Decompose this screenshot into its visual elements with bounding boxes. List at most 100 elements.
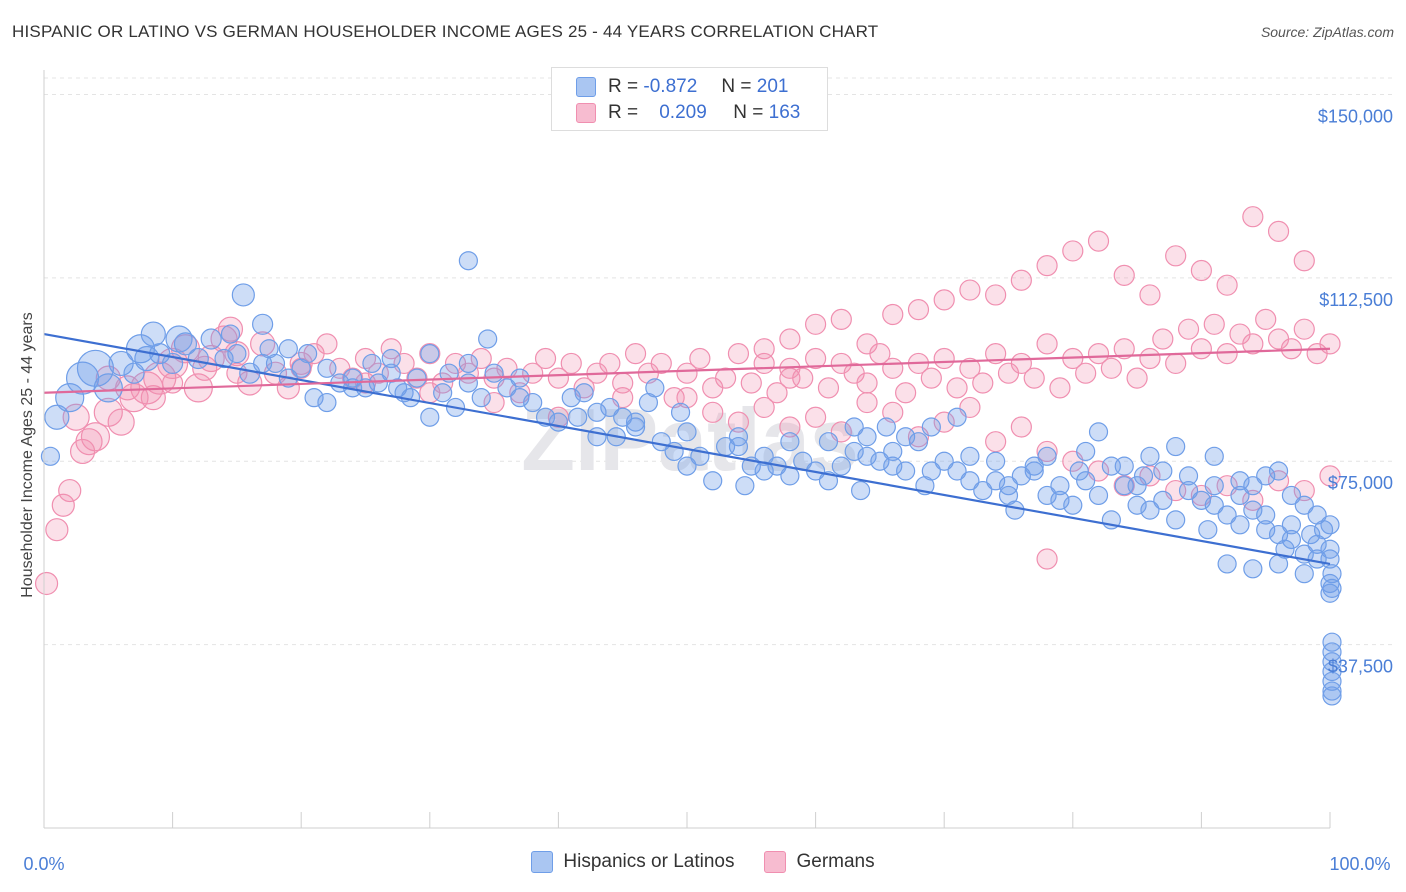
germans-point — [1023, 367, 1045, 389]
chart-title: HISPANIC OR LATINO VS GERMAN HOUSEHOLDER… — [12, 22, 879, 41]
germans-point — [1319, 333, 1341, 355]
germans-point — [804, 406, 827, 428]
tick-labels: $37,500 $75,000 $112,500 $150,000 0.0% 100.0% — [23, 106, 1393, 874]
legend-n-label: N = — [721, 76, 752, 97]
germans-point — [1293, 318, 1315, 340]
hispanics-point — [934, 451, 954, 471]
germans-point — [1139, 284, 1161, 306]
germans-point — [1267, 220, 1290, 242]
hispanics-point — [317, 358, 337, 378]
germans-point — [51, 493, 75, 517]
germans-point — [1075, 362, 1097, 384]
source-label: Source: ZipAtlas.com — [1260, 24, 1394, 40]
hispanics-point — [93, 373, 123, 403]
hispanics-point — [857, 446, 877, 466]
germans-point — [727, 343, 750, 365]
germans-point — [779, 367, 801, 389]
germans-point — [985, 284, 1007, 306]
germans-point — [792, 367, 814, 389]
germans-point — [599, 352, 621, 375]
germans-point — [1010, 269, 1032, 291]
hispanics-point — [960, 471, 980, 491]
hispanics-point — [458, 353, 478, 374]
germans-point — [162, 372, 184, 394]
germans-point — [1216, 274, 1238, 296]
hispanics-point — [1294, 495, 1314, 515]
series-legend: Hispanics or Latinos Germans — [0, 851, 1406, 873]
hispanics-point — [1243, 500, 1263, 520]
germans-point — [753, 396, 775, 419]
hispanics-point — [1101, 456, 1121, 476]
hispanics-point — [1166, 510, 1186, 530]
germans-point — [676, 387, 698, 409]
hispanics-point — [1076, 471, 1096, 491]
hispanics-point — [1268, 461, 1289, 481]
hispanics-point — [278, 339, 298, 359]
hispanics-point — [1320, 539, 1340, 559]
legend-item-germans: Germans — [764, 851, 875, 873]
germans-point — [1087, 230, 1110, 252]
germans-point — [1113, 338, 1135, 360]
germans-point — [727, 411, 750, 433]
germans-point — [856, 372, 878, 394]
germans-point — [985, 431, 1007, 453]
legend-swatch-hispanics — [531, 851, 554, 873]
legend-item-hispanics: Hispanics or Latinos — [531, 851, 734, 873]
hispanics-point — [625, 417, 646, 437]
hispanics-point — [754, 446, 774, 466]
hispanics-point — [780, 432, 800, 452]
hispanics-point — [1320, 583, 1340, 603]
hispanics-point — [40, 446, 61, 466]
germans-point — [1036, 333, 1058, 355]
hispanics-point — [728, 427, 749, 447]
germans-point — [1036, 255, 1058, 277]
hispanics-point — [1301, 524, 1321, 545]
germans-point — [689, 347, 711, 370]
series-germans-points — [34, 206, 1341, 596]
hispanics-point — [1217, 554, 1237, 574]
hispanics-point — [1322, 632, 1342, 652]
hispanics-point — [645, 378, 665, 398]
germans-point — [1190, 259, 1213, 282]
legend-row-blue: R = -0.872 N = 201 — [576, 75, 788, 99]
germans-point — [856, 333, 878, 355]
hispanics-point — [1268, 554, 1289, 574]
germans-point — [1010, 416, 1032, 438]
germans-point — [1139, 347, 1161, 370]
hispanics-point — [883, 441, 903, 462]
germans-point — [817, 377, 840, 399]
hispanics-point — [677, 456, 697, 476]
germans-point — [380, 338, 402, 360]
hispanics-point — [703, 471, 723, 491]
germans-point — [58, 478, 82, 503]
hispanics-point — [876, 417, 896, 437]
legend-n-pink: 163 — [768, 102, 801, 123]
germans-point — [882, 357, 904, 379]
legend-r-label: R = — [608, 76, 639, 97]
germans-point — [1242, 489, 1264, 511]
hispanics-point — [1322, 642, 1342, 662]
germans-point — [933, 411, 955, 433]
germans-point — [217, 316, 244, 342]
hispanics-point — [1088, 485, 1109, 506]
legend-swatch-pink — [576, 103, 596, 123]
germans-point — [1203, 313, 1225, 335]
hispanics-point — [317, 392, 337, 413]
hispanics-point — [857, 427, 877, 447]
germans-point — [1242, 333, 1264, 355]
hispanics-point — [1088, 422, 1109, 442]
germans-point — [895, 382, 917, 404]
hispanics-point — [921, 461, 941, 481]
hispanics-point — [1281, 529, 1302, 550]
hispanics-point — [1281, 485, 1302, 506]
hispanics-point — [870, 451, 890, 471]
germans-point — [1293, 250, 1315, 272]
hispanics-point — [1063, 495, 1083, 515]
hispanics-point — [497, 378, 517, 398]
hispanics-point — [818, 471, 839, 491]
germans-point — [534, 347, 557, 370]
germans-point — [1036, 548, 1058, 570]
hispanics-point — [587, 427, 607, 447]
legend-swatch-germans — [764, 851, 787, 873]
germans-point — [1216, 343, 1238, 365]
